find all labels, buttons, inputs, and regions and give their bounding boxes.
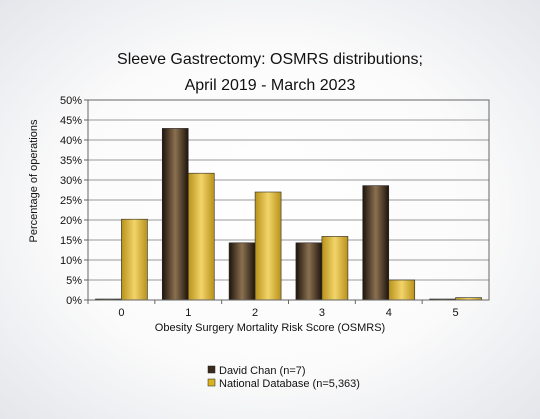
y-tick-label: 5% <box>66 275 82 287</box>
bars <box>95 128 482 301</box>
x-tick-label: 2 <box>252 307 258 319</box>
bar-surgeon-3 <box>295 242 323 301</box>
y-tick-label: 10% <box>60 255 82 267</box>
x-tick-label: 5 <box>453 307 459 319</box>
y-axis-ticks: 0% 5% 10% 15% 20% 25% 30% 35% 40% 45% 50% <box>60 95 88 307</box>
bar-national-1 <box>187 172 215 301</box>
bar-national-4 <box>388 279 416 301</box>
y-axis-label: Percentage of operations <box>28 119 40 242</box>
y-tick-label: 25% <box>60 195 82 207</box>
legend-entry: National Database (n=5,363) <box>219 378 360 390</box>
bar-surgeon-1 <box>161 128 189 301</box>
x-axis-ticks: 0 1 2 3 4 5 <box>87 300 459 319</box>
legend-entry: David Chan (n=7) <box>219 365 306 377</box>
bar-surgeon-4 <box>362 185 390 301</box>
chart-title-line2: April 2019 - March 2023 <box>185 77 356 94</box>
bar-national-3 <box>321 236 349 301</box>
x-tick-label: 1 <box>185 307 191 319</box>
y-tick-label: 0% <box>66 295 82 307</box>
legend: David Chan (n=7)National Database (n=5,3… <box>207 365 360 390</box>
y-tick-label: 45% <box>60 115 82 127</box>
bar-national-0 <box>121 218 148 301</box>
x-axis-label: Obesity Surgery Mortality Risk Score (OS… <box>155 322 385 334</box>
chart-title-line1: Sleeve Gastrectomy: OSMRS distributions; <box>117 51 423 68</box>
y-tick-label: 15% <box>60 235 82 247</box>
gridlines <box>88 119 489 281</box>
y-tick-label: 30% <box>60 175 82 187</box>
bar-surgeon-2 <box>228 242 256 301</box>
plot-frame <box>87 99 490 301</box>
x-tick-label: 3 <box>319 307 325 319</box>
legend-swatch <box>207 378 216 387</box>
y-tick-label: 50% <box>60 95 82 107</box>
bar-national-2 <box>254 191 282 301</box>
y-tick-label: 20% <box>60 215 82 227</box>
y-tick-label: 40% <box>60 135 82 147</box>
x-tick-label: 4 <box>386 307 392 319</box>
legend-swatch <box>207 365 216 374</box>
x-tick-label: 0 <box>118 307 124 319</box>
y-tick-label: 35% <box>60 155 82 167</box>
